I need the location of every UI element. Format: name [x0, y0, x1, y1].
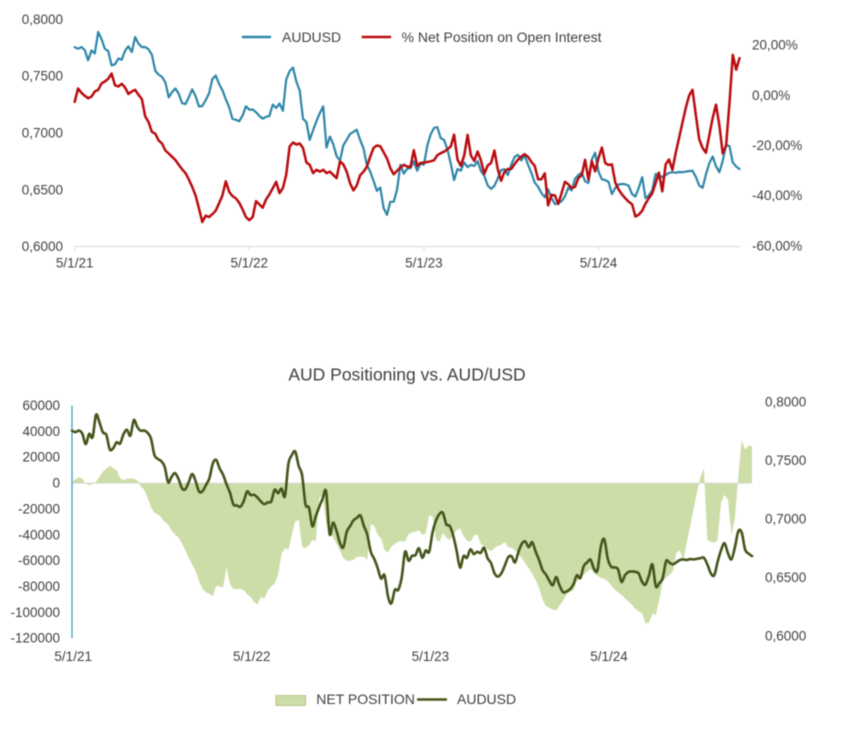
svg-text:0,7000: 0,7000: [765, 512, 806, 527]
svg-text:0,7000: 0,7000: [22, 126, 63, 141]
svg-text:0,7500: 0,7500: [22, 69, 63, 84]
svg-text:AUD Positioning vs. AUD/USD: AUD Positioning vs. AUD/USD: [288, 365, 525, 385]
svg-text:0,6500: 0,6500: [765, 570, 806, 585]
svg-text:20,00%: 20,00%: [752, 38, 798, 53]
svg-text:-120000: -120000: [10, 631, 60, 646]
svg-text:0,6000: 0,6000: [22, 239, 63, 254]
svg-text:5/1/21: 5/1/21: [56, 255, 94, 270]
svg-text:-100000: -100000: [10, 605, 60, 620]
svg-text:-60,00%: -60,00%: [752, 238, 802, 253]
svg-text:-80000: -80000: [18, 579, 60, 594]
svg-text:-60000: -60000: [18, 553, 60, 568]
svg-text:5/1/22: 5/1/22: [231, 255, 269, 270]
svg-text:NET POSITION: NET POSITION: [316, 691, 415, 707]
svg-text:AUDUSD: AUDUSD: [457, 691, 516, 707]
svg-text:-40000: -40000: [18, 527, 60, 542]
svg-text:0,6500: 0,6500: [22, 182, 63, 197]
svg-text:0,6000: 0,6000: [765, 629, 806, 644]
svg-text:5/1/23: 5/1/23: [405, 255, 443, 270]
svg-text:0,8000: 0,8000: [22, 12, 63, 27]
svg-text:AUDUSD: AUDUSD: [282, 29, 341, 45]
svg-text:5/1/21: 5/1/21: [54, 649, 92, 664]
svg-text:0,8000: 0,8000: [765, 395, 806, 410]
svg-text:40000: 40000: [22, 424, 60, 439]
svg-text:0: 0: [52, 476, 60, 491]
svg-text:5/1/23: 5/1/23: [412, 649, 450, 664]
svg-text:5/1/24: 5/1/24: [580, 255, 618, 270]
svg-text:5/1/22: 5/1/22: [233, 649, 271, 664]
svg-text:-20,00%: -20,00%: [752, 138, 802, 153]
svg-text:% Net Position on Open Interes: % Net Position on Open Interest: [402, 29, 602, 45]
svg-text:20000: 20000: [22, 450, 60, 465]
svg-text:60000: 60000: [22, 398, 60, 413]
svg-text:-20000: -20000: [18, 501, 60, 516]
svg-text:-40,00%: -40,00%: [752, 188, 802, 203]
svg-text:5/1/24: 5/1/24: [590, 649, 628, 664]
svg-text:0,00%: 0,00%: [752, 88, 790, 103]
svg-text:0,7500: 0,7500: [765, 453, 806, 468]
